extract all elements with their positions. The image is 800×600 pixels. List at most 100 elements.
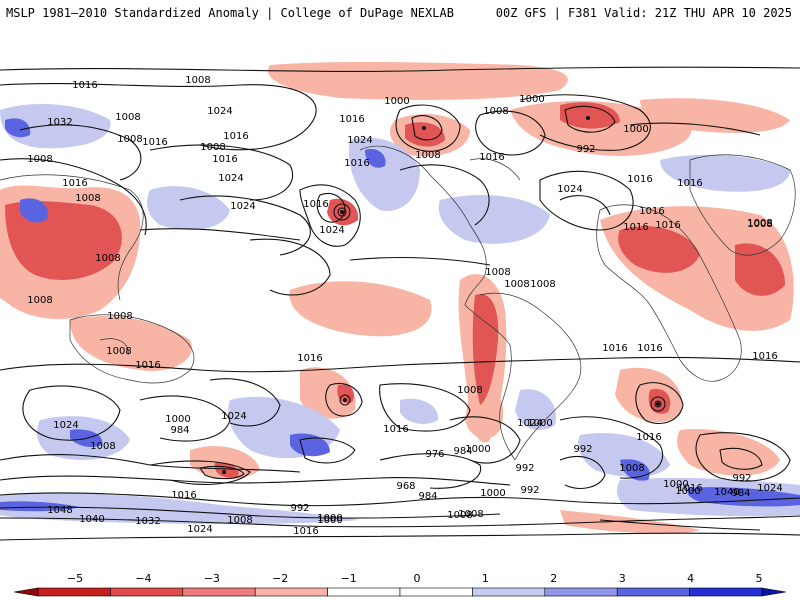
colorbar-tick-label: 5 [756, 572, 763, 585]
pressure-centers [222, 116, 660, 474]
isobar-label: 1000 [465, 444, 490, 455]
isobar-label: 1008 [619, 463, 644, 474]
isobar-label: 1008 [447, 510, 472, 521]
colorbar-swatch [110, 587, 184, 597]
isobar-label: 1000 [480, 488, 505, 499]
isobar-label: 1008 [483, 106, 508, 117]
isobar-label: 1016 [677, 483, 702, 494]
colorbar-swatches [13, 587, 787, 597]
isobar-label: 1008 [200, 142, 225, 153]
colorbar-min-arrow [13, 587, 39, 597]
colorbar-tick-label: −4 [135, 572, 151, 585]
coastlines [0, 145, 796, 461]
isobar-label: 1032 [47, 117, 72, 128]
isobar-label: 1000 [317, 515, 342, 526]
isobar-label: 1008 [485, 267, 510, 278]
isobar-label: 1008 [747, 218, 772, 229]
colorbar-swatch [689, 587, 763, 597]
isobar-label: 1008 [457, 385, 482, 396]
isobar-label: 1008 [530, 279, 555, 290]
negative-anomaly-shading [0, 104, 800, 525]
colorbar-swatch [37, 587, 111, 597]
isobar-label: 1024 [221, 411, 246, 422]
isobar-label: 1016 [655, 220, 680, 231]
isobar-label: 1016 [636, 432, 661, 443]
isobar-label: 1016 [212, 154, 237, 165]
isobar-label: 1008 [75, 193, 100, 204]
anomaly-colorbar: −5 −4 −3 −2 −1 0 1 2 3 4 5 [13, 572, 787, 597]
isobar-label: 1016 [297, 353, 322, 364]
isobar-label: 1016 [303, 199, 328, 210]
isobar-label: 1032 [135, 516, 160, 527]
isobar-label: 1016 [752, 351, 777, 362]
colorbar-tick-label: 4 [687, 572, 694, 585]
colorbar-tick-label: −2 [272, 572, 288, 585]
strong-positive-anomaly [5, 102, 785, 478]
isobar-label: 1024 [319, 225, 344, 236]
isobar-label: 1008 [747, 219, 772, 230]
isobar-label: 976 [425, 449, 444, 460]
isobar-label: 992 [520, 485, 539, 496]
isobar-label: 1024 [207, 106, 232, 117]
isobar-label: 1016 [135, 360, 160, 371]
isobar-label: 1048 [47, 505, 72, 516]
isobar-label: 1016 [344, 158, 369, 169]
isobar-label: 1016 [293, 526, 318, 537]
colorbar-max-arrow [761, 587, 787, 597]
isobar-label: 1016 [637, 343, 662, 354]
colorbar-tick-label: −1 [340, 572, 356, 585]
isobar-label: 1024 [347, 135, 372, 146]
colorbar-swatch [399, 587, 473, 597]
isobar-label: 1024 [757, 483, 782, 494]
isobar-label: 1008 [95, 253, 120, 264]
isobar-label: 1024 [218, 173, 243, 184]
colorbar-swatch [472, 587, 546, 597]
isobar-label: 1016 [639, 206, 664, 217]
isobar-label: 1008 [227, 515, 252, 526]
colorbar-swatch [254, 587, 328, 597]
isobar-label: 1008 [106, 346, 131, 357]
colorbar-swatch [544, 587, 618, 597]
strong-negative-anomaly [0, 118, 800, 512]
isobar-label: 1016 [72, 80, 97, 91]
colorbar-tick-label: −5 [67, 572, 83, 585]
colorbar-tick-label: −3 [204, 572, 220, 585]
isobar-label: 1000 [384, 96, 409, 107]
isobars [0, 66, 800, 541]
map-title: MSLP 1981–2010 Standardized Anomaly | Co… [6, 6, 454, 20]
isobar-label: 1008 [90, 441, 115, 452]
isobar-label: 984 [418, 491, 437, 502]
isobar-label: 1016 [142, 137, 167, 148]
isobar-label: 992 [732, 473, 751, 484]
isobar-label: 992 [290, 503, 309, 514]
isobar-label: 1000 [317, 513, 342, 524]
isobar-labels: 1016 100810321024101610081024101610241008… [27, 75, 782, 537]
isobar-label: 1000 [165, 414, 190, 425]
isobar-label: 1008 [117, 134, 142, 145]
model-valid-time: 00Z GFS | F381 Valid: 21Z THU APR 10 202… [495, 6, 792, 20]
isobar-label: 992 [573, 444, 592, 455]
isobar-label: 1016 [627, 174, 652, 185]
isobar-label: 1016 [171, 490, 196, 501]
isobar-label: 1016 [479, 152, 504, 163]
isobar-label: 1008 [458, 509, 483, 520]
isobar-label: 1024 [187, 524, 212, 535]
isobar-label: 1040 [79, 514, 104, 525]
isobar-label: 1008 [27, 154, 52, 165]
isobar-label: 1016 [383, 424, 408, 435]
isobar-label: 1024 [517, 418, 542, 429]
isobar-label: 992 [515, 463, 534, 474]
colorbar-tick-label: 0 [414, 572, 421, 585]
isobar-label: 1016 [677, 178, 702, 189]
isobar-label: 1016 [602, 343, 627, 354]
isobar-label: 1016 [623, 222, 648, 233]
colorbar-swatch [182, 587, 256, 597]
isobar-label: 1000 [675, 486, 700, 497]
isobar-label: 1000 [623, 124, 648, 135]
mslp-anomaly-map: 1016 100810321024101610081024101610241008… [0, 40, 800, 560]
isobar-label: 1008 [107, 311, 132, 322]
isobar-label: 984 [453, 446, 472, 457]
isobar-label: 1000 [527, 418, 552, 429]
isobar-label: 1008 [185, 75, 210, 86]
isobar-label: 968 [396, 481, 415, 492]
